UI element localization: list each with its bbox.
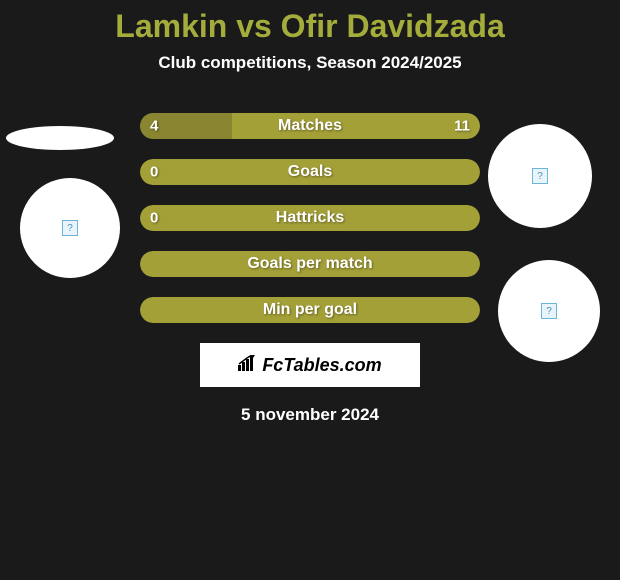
logo-text: FcTables.com bbox=[238, 355, 381, 376]
stat-bar: 4 Matches 11 bbox=[140, 113, 480, 139]
logo-label: FcTables.com bbox=[262, 355, 381, 376]
bar-value-left: 0 bbox=[150, 210, 158, 227]
bar-value-left: 0 bbox=[150, 164, 158, 181]
bar-value-right: 11 bbox=[454, 118, 470, 135]
bar-label: Matches bbox=[278, 117, 342, 135]
placeholder-icon: ? bbox=[541, 303, 557, 319]
page-title: Lamkin vs Ofir Davidzada bbox=[0, 0, 620, 45]
subtitle: Club competitions, Season 2024/2025 bbox=[0, 53, 620, 73]
logo-box: FcTables.com bbox=[200, 343, 420, 387]
bar-label: Goals bbox=[288, 163, 332, 181]
player-circle-left: ? bbox=[20, 178, 120, 278]
stat-bar: Goals per match bbox=[140, 251, 480, 277]
player-circle-top-right: ? bbox=[488, 124, 592, 228]
stats-bars-container: 4 Matches 11 0 Goals 0 Hattricks Goals per matc… bbox=[140, 113, 480, 323]
stat-bar: 0 Goals bbox=[140, 159, 480, 185]
decorative-ellipse-top-left bbox=[6, 126, 114, 150]
date-text: 5 november 2024 bbox=[0, 405, 620, 425]
bar-label: Min per goal bbox=[263, 301, 357, 319]
bar-label: Goals per match bbox=[247, 255, 372, 273]
stat-bar: Min per goal bbox=[140, 297, 480, 323]
player-circle-right: ? bbox=[498, 260, 600, 362]
placeholder-icon: ? bbox=[532, 168, 548, 184]
bar-label: Hattricks bbox=[276, 209, 344, 227]
placeholder-icon: ? bbox=[62, 220, 78, 236]
bar-value-left: 4 bbox=[150, 118, 158, 135]
chart-icon bbox=[238, 355, 258, 376]
stat-bar: 0 Hattricks bbox=[140, 205, 480, 231]
